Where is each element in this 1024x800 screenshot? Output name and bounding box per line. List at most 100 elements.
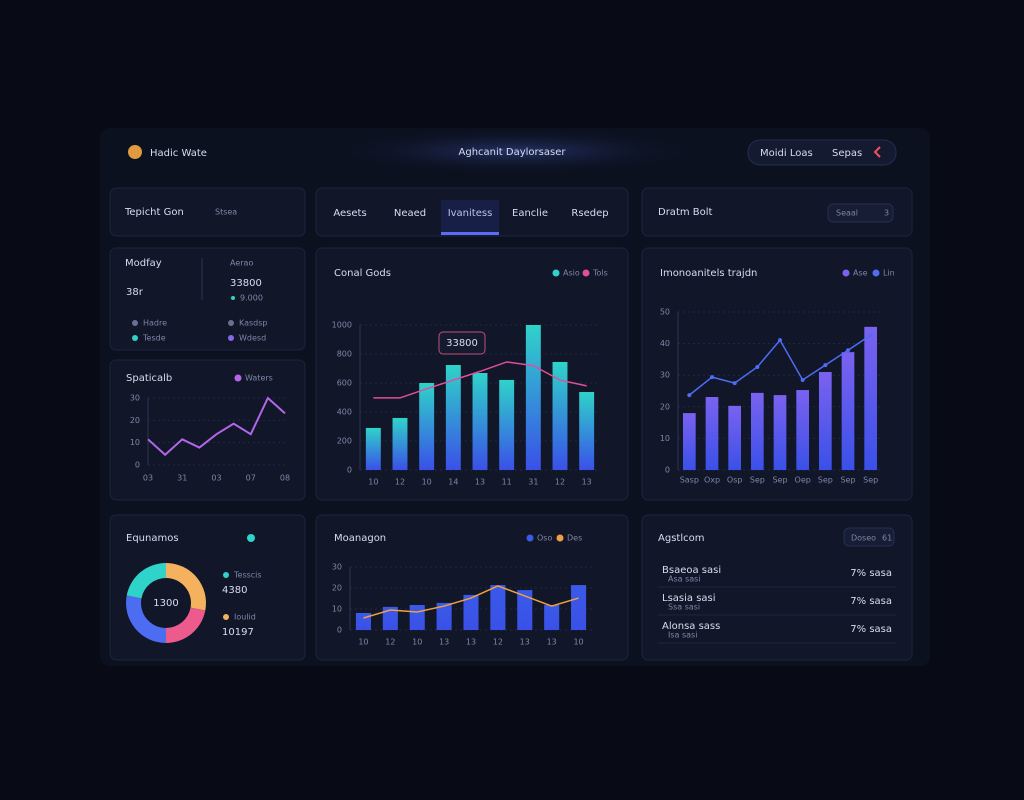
bar — [571, 585, 587, 630]
tab[interactable]: Ivanitess — [448, 208, 493, 219]
bar — [579, 391, 595, 470]
y-tick-label: 10 — [130, 438, 140, 447]
legend-dot — [223, 614, 229, 620]
y-tick-label: 30 — [332, 563, 342, 572]
x-tick-label: 10 — [358, 638, 368, 647]
bar — [841, 352, 855, 470]
row-value: 7% sasa — [850, 596, 892, 607]
bar — [818, 372, 832, 470]
legend-label: Hadre — [143, 319, 167, 328]
bar — [796, 390, 810, 470]
legend-dot — [228, 320, 234, 326]
chart-title: Spaticalb — [126, 373, 172, 384]
title-glow — [330, 128, 700, 174]
bar — [525, 325, 541, 470]
x-tick-label: 13 — [439, 638, 449, 647]
legend-label: Asio — [563, 269, 580, 278]
legend-dot — [582, 269, 590, 277]
tab[interactable]: Rsedep — [571, 208, 608, 219]
chevron[interactable] — [873, 146, 881, 158]
x-tick-label: 03 — [143, 474, 153, 483]
y-tick-label: 20 — [660, 402, 670, 411]
legend-label: Waters — [245, 374, 273, 383]
legend-label: Wdesd — [239, 334, 266, 343]
row-label: Bsaeoa sasi — [662, 565, 721, 576]
x-tick-label: 07 — [246, 474, 256, 483]
bar — [773, 395, 787, 470]
button[interactable] — [827, 203, 894, 223]
page-title: Aghcanit Daylorsaser — [459, 147, 567, 158]
card — [109, 187, 306, 237]
bar — [544, 605, 560, 630]
bar — [728, 405, 742, 470]
section-title: Dratm Bolt — [658, 207, 713, 218]
donut-center: 1300 — [153, 598, 178, 609]
tab[interactable]: Neaed — [394, 208, 426, 219]
x-tick-label: Oep — [795, 476, 811, 485]
button-label[interactable]: Doseo — [851, 534, 876, 543]
legend-dot — [247, 534, 255, 542]
chart-title: Imonoanitels trajdn — [660, 268, 757, 279]
button[interactable] — [843, 527, 895, 547]
point — [868, 333, 873, 338]
card — [641, 187, 913, 237]
button-label[interactable]: Seaal — [836, 209, 858, 218]
chart-title: Conal Gods — [334, 268, 391, 279]
donut-slice — [166, 563, 207, 611]
legend-label: Tesscis — [233, 571, 262, 580]
donut-slice — [166, 607, 206, 643]
tab[interactable]: Aesets — [333, 208, 366, 219]
button-count: 61 — [882, 534, 892, 543]
active-tab-underline — [441, 232, 499, 235]
y-tick-label: 0 — [135, 461, 140, 470]
x-tick-label: 12 — [555, 478, 565, 487]
y-tick-label: 200 — [337, 437, 352, 446]
y-tick-label: 30 — [130, 394, 140, 403]
bar — [864, 326, 878, 470]
row-label: Alonsa sass — [662, 621, 720, 632]
y-tick-label: 10 — [660, 434, 670, 443]
y-tick-label: 10 — [332, 605, 342, 614]
y-tick-label: 0 — [665, 466, 670, 475]
bar — [499, 379, 515, 470]
annotation-box — [438, 331, 486, 355]
dot — [231, 296, 235, 300]
legend-label: Oso — [537, 534, 552, 543]
point — [710, 375, 714, 380]
legend-value: 4380 — [222, 585, 247, 596]
y-tick-label: 30 — [660, 371, 670, 380]
active-tab — [441, 200, 499, 235]
section-title: Tepicht Gon — [124, 207, 184, 218]
x-tick-label: Osp — [727, 476, 743, 485]
legend-label: Tesde — [142, 334, 166, 343]
bar — [382, 606, 398, 630]
x-tick-label: 31 — [177, 474, 187, 483]
header-action[interactable]: Sepas — [832, 148, 862, 159]
point — [800, 377, 805, 382]
bar — [365, 427, 381, 470]
bar — [436, 602, 452, 630]
tab[interactable]: Eanclie — [512, 208, 548, 219]
x-tick-label: 13 — [582, 478, 592, 487]
y-tick-label: 0 — [337, 626, 342, 635]
legend-label: Tols — [592, 269, 608, 278]
x-tick-label: Sep — [818, 476, 833, 485]
x-tick-label: 31 — [528, 478, 538, 487]
row-sub: Isa sasi — [668, 631, 697, 640]
x-tick-label: 14 — [448, 478, 458, 487]
donut-slice — [126, 595, 166, 643]
bar — [355, 612, 371, 630]
summary-value: 33800 — [230, 278, 262, 289]
legend-dot — [872, 269, 880, 277]
bar — [445, 365, 461, 470]
x-tick-label: 10 — [422, 478, 432, 487]
x-tick-label: Sasp — [680, 476, 699, 485]
header-actions[interactable] — [747, 139, 897, 166]
x-tick-label: 11 — [502, 478, 512, 487]
x-tick-label: 13 — [466, 638, 476, 647]
header-action[interactable]: Moidi Loas — [760, 148, 813, 159]
legend-dot — [132, 320, 138, 326]
tab-bar — [315, 187, 629, 237]
legend-dot — [234, 374, 242, 382]
